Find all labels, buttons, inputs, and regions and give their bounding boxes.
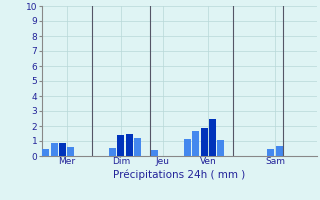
Bar <box>117 135 124 156</box>
X-axis label: Précipitations 24h ( mm ): Précipitations 24h ( mm ) <box>113 169 245 180</box>
Bar <box>276 146 283 156</box>
Bar <box>59 142 66 156</box>
Bar <box>268 148 275 156</box>
Bar <box>109 148 116 156</box>
Bar <box>134 138 141 156</box>
Bar <box>126 134 133 156</box>
Bar <box>201 128 208 156</box>
Bar <box>42 148 49 156</box>
Bar <box>184 139 191 156</box>
Bar <box>67 147 74 156</box>
Bar <box>51 143 58 156</box>
Bar <box>209 118 216 156</box>
Bar <box>217 140 224 156</box>
Bar <box>192 130 199 156</box>
Bar <box>151 150 158 156</box>
